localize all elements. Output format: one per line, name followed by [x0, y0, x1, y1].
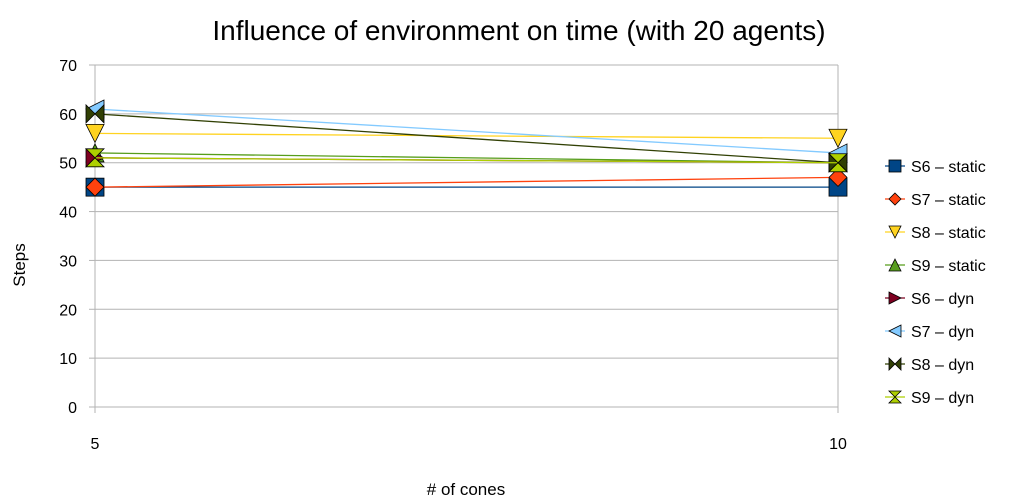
legend-label: S6 – dyn	[911, 291, 974, 308]
legend-label: S8 – static	[911, 225, 986, 242]
series-line	[94, 108, 839, 154]
legend-label: S9 – dyn	[911, 390, 974, 407]
data-point	[85, 177, 105, 197]
series-line	[94, 152, 839, 164]
data-point	[85, 103, 105, 124]
legend-item: S6 – static	[885, 159, 986, 176]
y-axis-label: Steps	[10, 243, 29, 286]
legend-item: S7 – static	[885, 192, 986, 209]
data-point	[85, 148, 105, 168]
y-tick-label: 70	[59, 58, 77, 75]
legend-marker	[888, 324, 902, 338]
y-tick-label: 40	[59, 205, 77, 222]
series-line	[94, 132, 839, 139]
legend-marker	[888, 192, 902, 206]
legend-marker	[888, 357, 902, 371]
data-point	[85, 124, 105, 144]
legend-label: S8 – dyn	[911, 357, 974, 374]
series-line	[94, 176, 839, 188]
legend-item: S7 – dyn	[885, 324, 974, 341]
legend-marker	[888, 291, 902, 305]
x-axis-label: # of cones	[427, 480, 505, 499]
legend-item: S6 – dyn	[885, 291, 974, 308]
y-tick-label: 0	[68, 400, 77, 417]
chart-title: Influence of environment on time (with 2…	[212, 15, 825, 46]
x-axis-ticks: 5 10	[91, 407, 847, 453]
series-line	[94, 157, 839, 164]
series-8	[85, 148, 848, 173]
legend-label: S9 – static	[911, 258, 986, 275]
plot-frame	[94, 65, 839, 408]
y-tick-label: 20	[59, 302, 77, 319]
series-4	[85, 143, 848, 173]
data-point	[828, 167, 848, 187]
grid	[95, 64, 838, 408]
data-point	[828, 128, 848, 149]
legend-item: S9 – dyn	[885, 390, 974, 407]
legend-label: S7 – dyn	[911, 324, 974, 341]
y-axis-ticks: 0 10 20 30 40 50 60 70	[59, 58, 95, 417]
series-line	[94, 113, 839, 164]
legend-item: S8 – static	[885, 225, 986, 242]
series-layer	[85, 99, 848, 197]
legend-label: S7 – static	[911, 192, 986, 209]
y-tick-label: 10	[59, 351, 77, 368]
series-2	[85, 167, 848, 197]
legend-item: S9 – static	[885, 258, 986, 275]
y-tick-label: 60	[59, 107, 77, 124]
series-3	[85, 124, 848, 149]
legend-item: S8 – dyn	[885, 357, 974, 374]
legend-marker	[888, 225, 902, 239]
x-tick-label: 10	[829, 436, 847, 453]
legend-marker	[888, 159, 902, 173]
series-6	[85, 99, 848, 163]
legend: S6 – static S7 – static S8 – static S9 – st…	[885, 159, 986, 407]
series-1	[85, 177, 848, 197]
x-tick-label: 5	[91, 436, 100, 453]
legend-label: S6 – static	[911, 159, 986, 176]
y-tick-label: 30	[59, 253, 77, 270]
data-point	[828, 153, 848, 173]
legend-marker	[888, 390, 902, 404]
y-tick-label: 50	[59, 156, 77, 173]
legend-marker	[888, 258, 902, 272]
